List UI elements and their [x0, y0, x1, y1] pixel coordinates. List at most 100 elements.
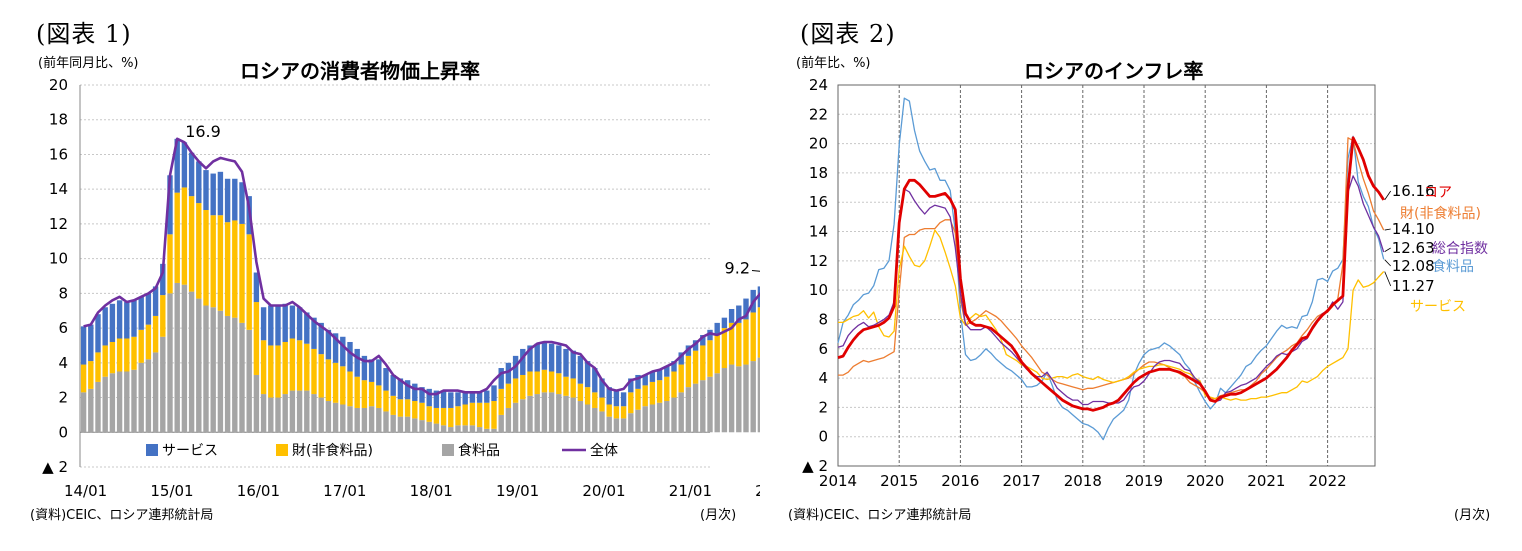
- bar-goods: [520, 374, 526, 400]
- bar-services: [188, 152, 195, 197]
- bar-goods: [440, 407, 447, 426]
- bar-goods: [282, 341, 288, 395]
- x-tick-label: 22/01: [755, 482, 760, 500]
- bar-services: [642, 374, 648, 386]
- x-tick-label: 2016: [941, 472, 979, 490]
- bar-food: [498, 414, 504, 433]
- bar-goods: [620, 406, 627, 419]
- y-tick-label: 14: [49, 180, 68, 198]
- bar-goods: [592, 392, 598, 408]
- bar-goods: [404, 399, 411, 417]
- bar-services: [628, 378, 634, 393]
- bar-food: [505, 407, 512, 433]
- bar-food: [563, 395, 569, 433]
- bar-food: [721, 368, 728, 433]
- bar-services: [196, 161, 202, 204]
- bar-goods: [124, 338, 130, 372]
- bar-goods: [491, 401, 497, 429]
- y-tick-label: 6: [818, 340, 828, 358]
- bar-food: [181, 284, 188, 433]
- bar-services: [116, 300, 123, 339]
- source-note: (資料)CEIC、ロシア連邦統計局: [30, 508, 214, 523]
- annotation-leader: [751, 270, 760, 272]
- bar-services: [260, 307, 267, 341]
- bar-services: [138, 296, 144, 330]
- bar-goods: [152, 315, 159, 353]
- bar-food: [325, 401, 332, 433]
- bar-food: [88, 388, 94, 433]
- bar-food: [462, 425, 468, 433]
- bar-services: [174, 138, 180, 193]
- x-unit-label: (月次): [1454, 508, 1491, 523]
- bar-goods: [584, 387, 591, 405]
- bar-services: [224, 178, 231, 223]
- bar-food: [232, 317, 238, 433]
- bar-food: [714, 373, 720, 433]
- bar-goods: [196, 203, 202, 299]
- bar-services: [671, 361, 677, 372]
- y-tick-label: 18: [809, 164, 828, 182]
- bar-food: [577, 401, 584, 433]
- bar-services: [692, 340, 699, 351]
- bar-food: [671, 397, 677, 433]
- bar-services: [354, 348, 360, 377]
- end-series-label: 財(非食料品): [1400, 205, 1481, 222]
- bar-food: [253, 374, 260, 433]
- bar-services: [217, 171, 224, 216]
- bar-goods: [462, 404, 468, 426]
- bar-food: [469, 425, 476, 433]
- end-value-label: 16.16: [1392, 182, 1435, 200]
- x-tick-label: 14/01: [64, 482, 107, 500]
- bar-goods: [311, 348, 317, 395]
- bar-services: [721, 317, 728, 329]
- bar-goods: [541, 369, 548, 393]
- bar-services: [599, 378, 605, 398]
- bar-services: [253, 272, 260, 303]
- y-tick-label: 0: [818, 428, 828, 446]
- bar-goods: [412, 401, 418, 419]
- bar-food: [757, 357, 760, 433]
- bar-goods: [340, 366, 346, 405]
- end-value-label: 12.08: [1392, 257, 1435, 275]
- legend-label-total: 全体: [590, 442, 618, 459]
- bar-food: [217, 310, 224, 433]
- bar-goods: [448, 407, 454, 428]
- y-tick-label: 12: [49, 215, 68, 233]
- end-value-label: 11.27: [1392, 277, 1435, 295]
- bar-services: [368, 359, 375, 382]
- y-tick-label: 4: [58, 354, 68, 372]
- bar-services: [275, 305, 281, 346]
- bar-goods: [563, 376, 569, 396]
- bar-food: [512, 402, 519, 433]
- bar-goods: [606, 404, 612, 417]
- bar-services: [563, 348, 569, 377]
- bar-food: [138, 362, 144, 433]
- bar-food: [116, 371, 123, 433]
- bar-goods: [116, 338, 123, 372]
- bar-goods: [498, 388, 504, 415]
- bar-goods: [700, 345, 706, 381]
- bar-goods: [174, 192, 180, 283]
- bar-food: [210, 307, 216, 433]
- bar-services: [469, 392, 476, 403]
- bar-services: [649, 371, 656, 382]
- bar-services: [325, 329, 332, 360]
- y-tick-label: 18: [49, 111, 68, 129]
- bar-services: [433, 390, 440, 408]
- bar-food: [354, 407, 360, 433]
- bar-goods: [570, 378, 576, 398]
- bar-food: [664, 401, 670, 433]
- bar-goods: [527, 371, 533, 396]
- bar-services: [635, 374, 641, 389]
- x-unit-label: (月次): [700, 508, 737, 523]
- bar-goods: [368, 381, 375, 407]
- bar-food: [707, 376, 713, 433]
- bar-food: [656, 402, 663, 433]
- bar-food: [152, 352, 159, 433]
- bar-goods: [736, 322, 742, 367]
- bar-services: [743, 298, 749, 320]
- bar-services: [656, 369, 663, 381]
- x-tick-label: 2015: [880, 472, 918, 490]
- y-tick-label: 4: [818, 369, 828, 387]
- y-tick-label: 0: [58, 423, 68, 441]
